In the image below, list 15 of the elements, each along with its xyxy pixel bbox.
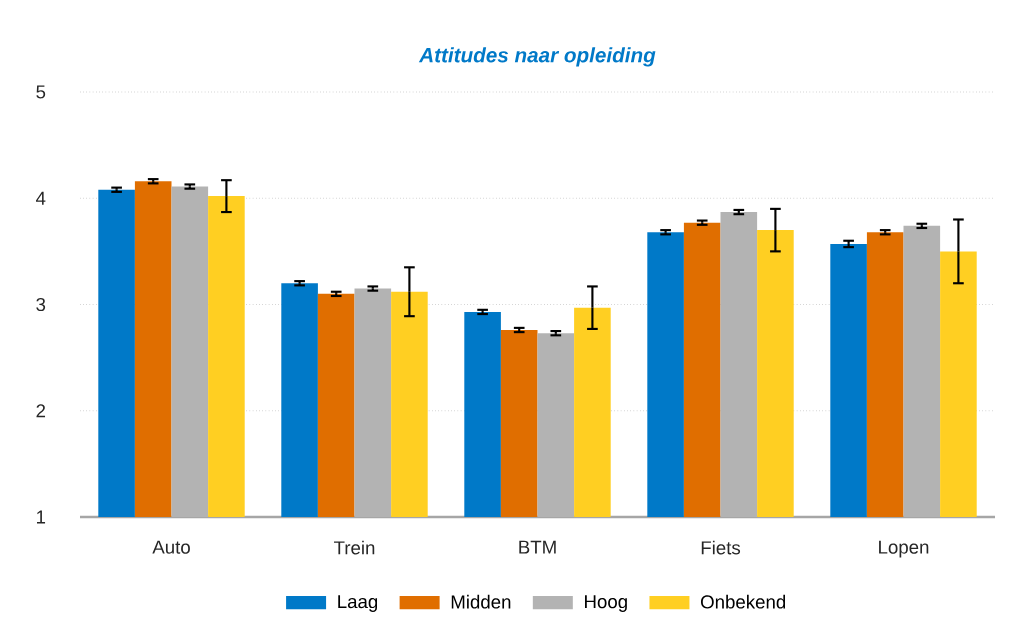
x-tick-label: Trein — [334, 540, 375, 555]
y-tick-label: 5 — [36, 85, 46, 99]
chart-title: Attitudes naar opleiding — [418, 47, 656, 67]
x-tick-label: Fiets — [701, 540, 741, 555]
x-tick-label: Lopen — [879, 540, 929, 558]
y-tick-label: 1 — [37, 510, 46, 524]
y-tick-label: 2 — [36, 404, 46, 418]
y-tick-label: 4 — [36, 191, 46, 205]
legend-label: Midden — [451, 594, 511, 609]
legend-label: Onbekend — [701, 594, 786, 609]
legend-label: Hoog — [585, 595, 627, 612]
legend-label: Laag — [338, 595, 378, 612]
y-tick-label: 3 — [36, 297, 46, 312]
x-tick-label: Auto — [152, 540, 190, 554]
x-tick-label: BTM — [519, 540, 556, 554]
